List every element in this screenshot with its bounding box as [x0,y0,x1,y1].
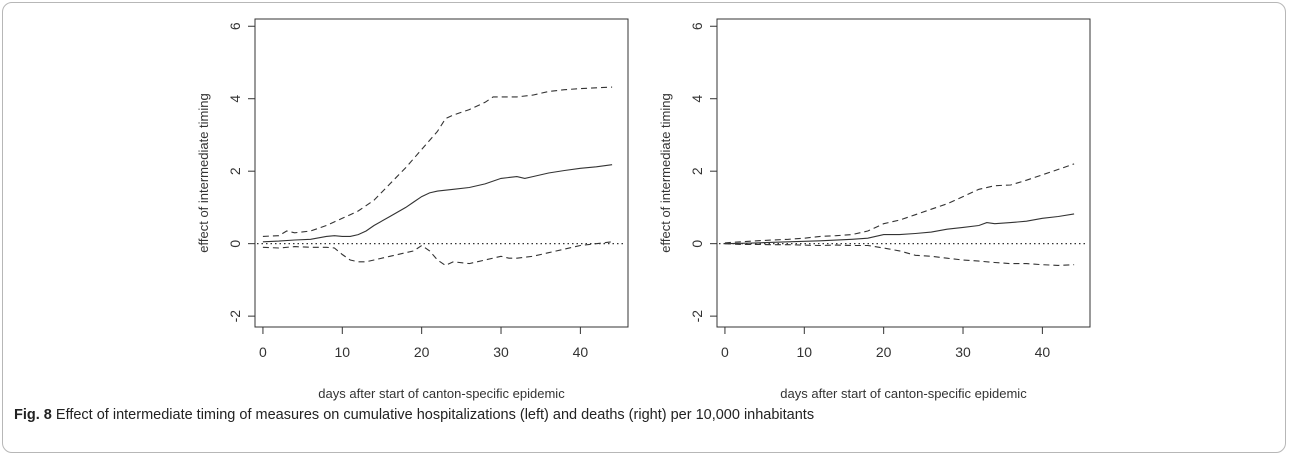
right-x-tick-label: 40 [1035,344,1051,360]
left-x-tick-label: 0 [259,344,267,360]
left-y-tick-label: 4 [227,95,243,103]
caption-label: Fig. 8 [14,407,52,423]
left-x-tick-label: 10 [335,344,351,360]
left-y-tick-label: 2 [227,167,243,175]
right-x-axis-title: days after start of canton-specific epid… [780,386,1027,401]
left-upper-bound-line [262,86,613,237]
right-x-tick-label: 30 [955,344,971,360]
right-y-axis-title: effect of intermediate timing [658,93,673,252]
figure-caption: Fig. 8 Effect of intermediate timing of … [14,407,814,423]
left-y-axis-title: effect of intermediate timing [196,93,211,252]
right-y-tick-label: -2 [689,310,705,323]
left-lower-bound-line [262,241,613,267]
left-panel: 0 10 20 30 40 -2 0 2 4 6 days after start of canto… [196,18,629,401]
left-x-tick-label: 20 [414,344,430,360]
caption-text: Effect of intermediate timing of measure… [55,407,815,423]
left-y-tick-label: 0 [227,240,243,248]
right-y-tick-label: 4 [689,95,705,103]
right-lower-bound-line [724,243,1075,266]
right-y-tick-label: 6 [689,22,705,30]
right-x-tick-label: 10 [797,344,813,360]
left-x-tick-label: 30 [493,344,509,360]
right-y-tick-label: 0 [689,240,705,248]
left-estimate-line [262,164,613,243]
left-plot-box [254,18,629,328]
right-plot-box [716,18,1091,328]
left-x-axis-title: days after start of canton-specific epid… [318,386,565,401]
left-x-tick-label: 40 [573,344,589,360]
left-y-tick-label: 6 [227,22,243,30]
right-x-tick-label: 20 [876,344,892,360]
right-x-tick-label: 0 [721,344,729,360]
right-y-tick-label: 2 [689,167,705,175]
right-panel: 0 10 20 30 40 -2 0 2 4 6 days after start of canto… [658,18,1091,401]
right-estimate-line [724,213,1075,245]
left-y-tick-label: -2 [227,310,243,323]
right-upper-bound-line [724,163,1075,244]
